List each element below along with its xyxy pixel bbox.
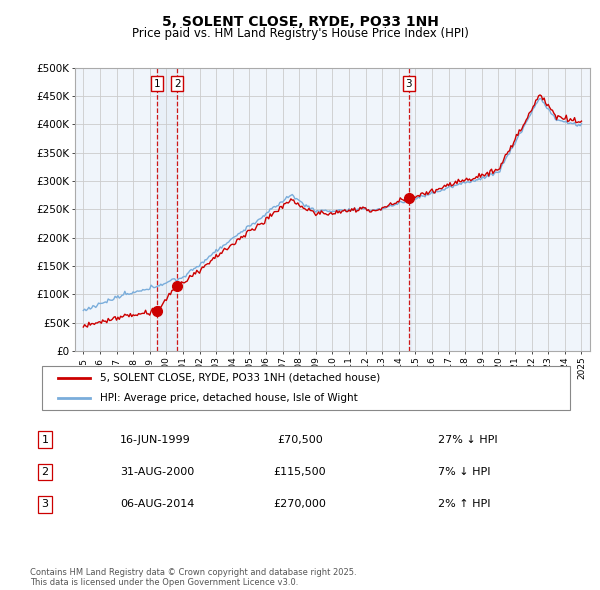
Text: £70,500: £70,500 <box>277 435 323 444</box>
Text: 5, SOLENT CLOSE, RYDE, PO33 1NH (detached house): 5, SOLENT CLOSE, RYDE, PO33 1NH (detache… <box>100 373 380 383</box>
Text: 5, SOLENT CLOSE, RYDE, PO33 1NH: 5, SOLENT CLOSE, RYDE, PO33 1NH <box>161 15 439 29</box>
FancyBboxPatch shape <box>42 366 570 410</box>
Text: 1: 1 <box>154 78 161 88</box>
Text: 1: 1 <box>41 435 49 444</box>
Text: 27% ↓ HPI: 27% ↓ HPI <box>438 435 497 444</box>
Text: £270,000: £270,000 <box>274 500 326 509</box>
Text: Contains HM Land Registry data © Crown copyright and database right 2025.
This d: Contains HM Land Registry data © Crown c… <box>30 568 356 587</box>
Bar <box>409 68 411 351</box>
Text: 16-JUN-1999: 16-JUN-1999 <box>120 435 191 444</box>
Bar <box>157 68 177 351</box>
Text: 2: 2 <box>174 78 181 88</box>
Text: 3: 3 <box>406 78 412 88</box>
Text: 2: 2 <box>41 467 49 477</box>
Text: HPI: Average price, detached house, Isle of Wight: HPI: Average price, detached house, Isle… <box>100 393 358 403</box>
Text: £115,500: £115,500 <box>274 467 326 477</box>
Text: 06-AUG-2014: 06-AUG-2014 <box>120 500 194 509</box>
Text: 3: 3 <box>41 500 49 509</box>
Text: Price paid vs. HM Land Registry's House Price Index (HPI): Price paid vs. HM Land Registry's House … <box>131 27 469 40</box>
Text: 7% ↓ HPI: 7% ↓ HPI <box>438 467 491 477</box>
Text: 31-AUG-2000: 31-AUG-2000 <box>120 467 194 477</box>
Text: 2% ↑ HPI: 2% ↑ HPI <box>438 500 491 509</box>
